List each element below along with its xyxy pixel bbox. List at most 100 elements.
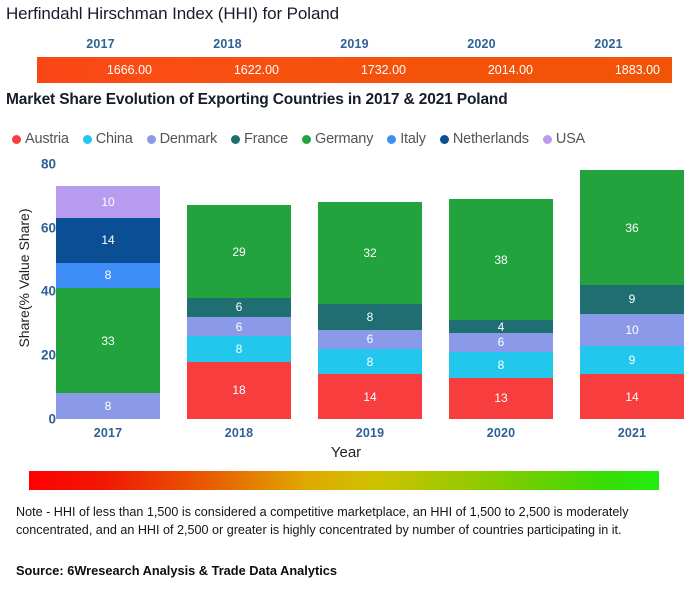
legend-item-germany[interactable]: Germany: [301, 131, 373, 147]
bar-segment-denmark[interactable]: 6: [187, 316, 291, 337]
bar-group-2018: 18 8 6 6 29: [187, 205, 291, 419]
bar-group-2019: 14 8 6 8 32: [318, 202, 422, 419]
bar-stack: 8 33 8 14 10: [56, 186, 160, 419]
bar-segment-value: 14: [101, 233, 115, 248]
bar-segment-france[interactable]: 4: [449, 320, 553, 333]
page-title: Herfindahl Hirschman Index (HHI) for Pol…: [6, 4, 340, 23]
x-axis-title: Year: [330, 444, 362, 461]
bar-segment-value: 6: [235, 319, 243, 334]
bar-segment-value: 6: [366, 332, 374, 347]
chart-subtitle: Market Share Evolution of Exporting Coun…: [6, 91, 508, 108]
hhi-value-cell: 1732.00: [360, 63, 406, 77]
bar-segment-value: 32: [363, 246, 377, 261]
x-axis-tick-label: 2017: [93, 426, 123, 440]
bar-segment-value: 8: [104, 399, 112, 414]
bar-segment-value: 8: [104, 268, 112, 283]
bar-segment-italy[interactable]: 8: [56, 262, 160, 289]
source-text: Source: 6Wresearch Analysis & Trade Data…: [16, 563, 338, 578]
bar-segment-value: 14: [363, 389, 377, 404]
bar-segment-france[interactable]: 8: [318, 304, 422, 330]
bar-segment-france[interactable]: 9: [580, 285, 684, 314]
y-axis-tick-label: 80: [40, 156, 56, 172]
hhi-year-label: 2021: [594, 37, 623, 51]
bar-segment-denmark[interactable]: 6: [449, 332, 553, 353]
bar-segment-value: 8: [497, 357, 505, 372]
legend-swatch-icon: [146, 134, 156, 144]
bar-segment-germany[interactable]: 36: [580, 170, 684, 286]
bar-segment-china[interactable]: 8: [449, 352, 553, 378]
bar-segment-china[interactable]: 9: [580, 345, 684, 375]
bar-segment-value: 9: [628, 292, 636, 307]
bar-segment-value: 6: [497, 335, 505, 350]
bar-segment-value: 4: [497, 320, 505, 333]
bar-stack: 18 8 6 6 29: [187, 205, 291, 419]
bar-stack: 14 9 10 9 36: [580, 170, 684, 419]
bar-segment-value: 18: [232, 383, 246, 398]
bar-group-2021: 14 9 10 9 36: [580, 170, 684, 419]
bar-segment-value: 9: [628, 352, 636, 367]
bar-segment-germany[interactable]: 32: [318, 202, 422, 305]
x-axis-tick-label: 2020: [486, 426, 516, 440]
legend-item-label: USA: [555, 131, 586, 147]
bar-segment-china[interactable]: 8: [187, 336, 291, 362]
legend-item-label: China: [95, 131, 133, 147]
bar-segment-value: 8: [366, 309, 374, 324]
legend-item-usa[interactable]: USA: [542, 131, 586, 147]
note-text: Note - HHI of less than 1,500 is conside…: [16, 505, 629, 537]
bar-stack: 13 8 6 4 38: [449, 198, 553, 419]
bar-segment-austria[interactable]: 13: [449, 377, 553, 419]
bar-stack: 14 8 6 8 32: [318, 202, 422, 419]
bar-segment-austria[interactable]: 14: [318, 374, 422, 419]
bar-segment-value: 13: [494, 391, 508, 406]
bar-segment-denmark[interactable]: 6: [318, 329, 422, 349]
y-axis-tick-label: 0: [48, 411, 56, 427]
bar-segment-value: 10: [625, 322, 639, 337]
bar-segment-china[interactable]: 8: [318, 348, 422, 375]
bar-group-2020: 13 8 6 4 38: [449, 198, 553, 419]
hhi-year-label: 2018: [213, 37, 242, 51]
bar-segment-value: 33: [101, 333, 115, 348]
legend-item-label: Austria: [25, 131, 69, 147]
bar-segment-value: 8: [235, 341, 243, 356]
bar-segment-value: 38: [494, 252, 508, 267]
legend-swatch-icon: [82, 134, 92, 144]
bar-segment-france[interactable]: 6: [187, 297, 291, 317]
bar-segment-germany[interactable]: 33: [56, 288, 160, 394]
hhi-value-cell: 2014.00: [487, 63, 533, 77]
legend-item-italy[interactable]: Italy: [387, 131, 426, 147]
chart-legend: Austria China Denmark France Germany Italy Net…: [12, 129, 680, 149]
bar-segment-value: 8: [366, 354, 374, 369]
bar-segment-germany[interactable]: 38: [449, 198, 553, 321]
legend-item-denmark[interactable]: Denmark: [146, 131, 218, 147]
legend-item-france[interactable]: France: [231, 131, 288, 147]
bar-segment-netherlands[interactable]: 14: [56, 218, 160, 263]
x-axis-tick-label: 2018: [224, 426, 254, 440]
legend-item-austria[interactable]: Austria: [12, 131, 69, 147]
x-axis-tick-label: 2021: [617, 426, 647, 440]
bar-segment-austria[interactable]: 18: [187, 361, 291, 419]
y-axis-tick-label: 20: [40, 347, 56, 363]
legend-item-china[interactable]: China: [82, 131, 133, 147]
legend-item-label: Netherlands: [452, 131, 529, 147]
concentration-gradient-strip: [29, 471, 659, 490]
legend-swatch-icon: [542, 134, 552, 144]
hhi-value-bar: 1666.00 1622.00 1732.00 2014.00 1883.00: [37, 57, 672, 83]
legend-item-label: Denmark: [159, 131, 218, 147]
legend-item-netherlands[interactable]: Netherlands: [439, 131, 529, 147]
plot-area: Share(% Value Share) 0 20 40 60 80 8 33 8 14 10 2…: [0, 152, 692, 461]
y-axis-ticks: 0 20 40 60 80: [28, 152, 56, 442]
hhi-year-label: 2017: [86, 37, 115, 51]
bar-segment-germany[interactable]: 29: [187, 205, 291, 298]
bar-segment-denmark[interactable]: 10: [580, 313, 684, 346]
bar-segment-denmark[interactable]: 8: [56, 393, 160, 419]
bar-segment-value: 36: [625, 220, 639, 235]
hhi-year-label: 2019: [340, 37, 369, 51]
legend-item-label: France: [244, 131, 288, 147]
stacked-bars-area: 8 33 8 14 10 2017 18 8 6 6 29 2018 14 8 6 8 32 2019 13 8 6 4 3…: [56, 152, 684, 442]
hhi-value-cell: 1622.00: [233, 63, 279, 77]
hhi-year-header-row: 2017 2018 2019 2020 2021: [37, 34, 672, 54]
bar-segment-austria[interactable]: 14: [580, 374, 684, 419]
bar-segment-usa[interactable]: 10: [56, 186, 160, 219]
legend-item-label: Italy: [400, 131, 426, 147]
